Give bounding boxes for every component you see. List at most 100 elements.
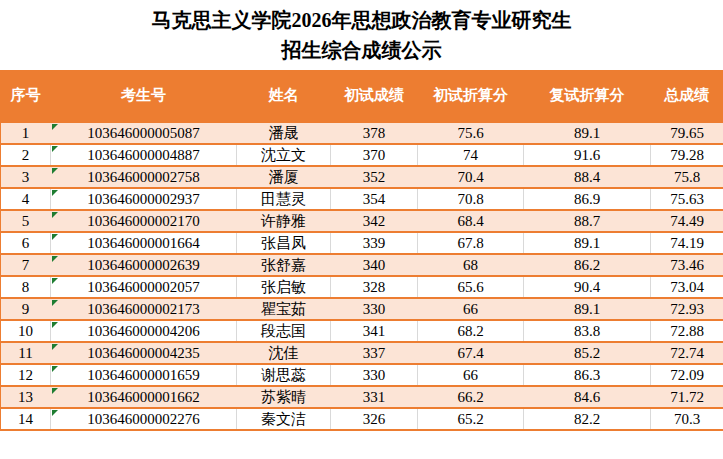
cell-name: 沈立文 (237, 144, 331, 166)
cell-retest-converted: 86.3 (524, 364, 651, 386)
cell-initial-score: 341 (331, 320, 418, 342)
cell-index: 12 (1, 364, 51, 386)
cell-index: 13 (1, 386, 51, 408)
cell-total-score: 72.09 (651, 364, 723, 386)
cell-candidate-no: 103646000001664 (51, 232, 237, 254)
table-row: 9 103646000002173 瞿宝茹 330 66 89.1 72.93 (1, 298, 723, 320)
cell-index: 7 (1, 254, 51, 276)
table-row: 1 103646000005087 潘晟 378 75.6 89.1 79.65 (1, 122, 723, 144)
cell-name: 苏紫晴 (237, 386, 331, 408)
cell-name: 瞿宝茹 (237, 298, 331, 320)
green-triangle-icon (52, 388, 58, 394)
cell-retest-converted: 91.6 (524, 144, 651, 166)
green-triangle-icon (52, 256, 58, 262)
cell-index: 1 (1, 122, 51, 144)
table-row: 2 103646000004887 沈立文 370 74 91.6 79.28 (1, 144, 723, 166)
cell-initial-score: 337 (331, 342, 418, 364)
col-header-initial-score: 初试成绩 (331, 70, 418, 122)
cell-index: 4 (1, 188, 51, 210)
candidate-no-value: 103646000002276 (87, 411, 200, 427)
cell-name: 段志国 (237, 320, 331, 342)
candidate-no-value: 103646000001662 (87, 389, 200, 405)
cell-initial-converted: 74 (418, 144, 524, 166)
col-header-name: 姓名 (237, 70, 331, 122)
cell-initial-score: 328 (331, 276, 418, 298)
cell-initial-converted: 70.8 (418, 188, 524, 210)
cell-name: 张舒嘉 (237, 254, 331, 276)
cell-name: 潘晟 (237, 122, 331, 144)
table-row: 12 103646000001659 谢思蕊 330 66 86.3 72.09 (1, 364, 723, 386)
cell-initial-converted: 65.2 (418, 408, 524, 430)
cell-index: 9 (1, 298, 51, 320)
green-triangle-icon (52, 366, 58, 372)
cell-index: 14 (1, 408, 51, 430)
cell-total-score: 72.88 (651, 320, 723, 342)
candidate-no-value: 103646000005087 (87, 125, 200, 141)
table-row: 4 103646000002937 田慧灵 354 70.8 86.9 75.6… (1, 188, 723, 210)
cell-total-score: 79.28 (651, 144, 723, 166)
green-triangle-icon (52, 190, 58, 196)
cell-total-score: 71.72 (651, 386, 723, 408)
cell-candidate-no: 103646000002758 (51, 166, 237, 188)
cell-name: 张启敏 (237, 276, 331, 298)
cell-candidate-no: 103646000005087 (51, 122, 237, 144)
score-table: 序号 考生号 姓名 初试成绩 初试折算分 复试折算分 总成绩 1 1036460… (0, 70, 723, 431)
cell-total-score: 72.74 (651, 342, 723, 364)
candidate-no-value: 103646000002057 (87, 279, 200, 295)
cell-retest-converted: 82.2 (524, 408, 651, 430)
cell-initial-score: 330 (331, 364, 418, 386)
cell-candidate-no: 103646000002057 (51, 276, 237, 298)
cell-retest-converted: 85.2 (524, 342, 651, 364)
table-row: 13 103646000001662 苏紫晴 331 66.2 84.6 71.… (1, 386, 723, 408)
cell-index: 10 (1, 320, 51, 342)
candidate-no-value: 103646000001664 (87, 235, 200, 251)
cell-initial-converted: 65.6 (418, 276, 524, 298)
candidate-no-value: 103646000002639 (87, 257, 200, 273)
cell-initial-score: 331 (331, 386, 418, 408)
col-header-candidate-no: 考生号 (51, 70, 237, 122)
cell-total-score: 75.8 (651, 166, 723, 188)
cell-index: 6 (1, 232, 51, 254)
cell-retest-converted: 86.9 (524, 188, 651, 210)
cell-total-score: 70.3 (651, 408, 723, 430)
cell-candidate-no: 103646000001659 (51, 364, 237, 386)
cell-initial-score: 342 (331, 210, 418, 232)
cell-candidate-no: 103646000002170 (51, 210, 237, 232)
cell-initial-converted: 68 (418, 254, 524, 276)
cell-total-score: 75.63 (651, 188, 723, 210)
candidate-no-value: 103646000002173 (87, 301, 200, 317)
cell-initial-converted: 66.2 (418, 386, 524, 408)
cell-name: 田慧灵 (237, 188, 331, 210)
cell-name: 许静雅 (237, 210, 331, 232)
cell-candidate-no: 103646000004206 (51, 320, 237, 342)
table-row: 6 103646000001664 张昌凤 339 67.8 89.1 74.1… (1, 232, 723, 254)
cell-index: 8 (1, 276, 51, 298)
green-triangle-icon (52, 124, 58, 130)
title-line-2: 招生综合成绩公示 (282, 35, 442, 65)
cell-initial-score: 352 (331, 166, 418, 188)
cell-candidate-no: 103646000002937 (51, 188, 237, 210)
green-triangle-icon (52, 322, 58, 328)
cell-total-score: 73.46 (651, 254, 723, 276)
candidate-no-value: 103646000004206 (87, 323, 200, 339)
cell-initial-score: 330 (331, 298, 418, 320)
candidate-no-value: 103646000002758 (87, 169, 200, 185)
candidate-no-value: 103646000001659 (87, 367, 200, 383)
table-row: 7 103646000002639 张舒嘉 340 68 86.2 73.46 (1, 254, 723, 276)
cell-total-score: 74.49 (651, 210, 723, 232)
cell-total-score: 79.65 (651, 122, 723, 144)
cell-candidate-no: 103646000002639 (51, 254, 237, 276)
title-line-1: 马克思主义学院2026年思想政治教育专业研究生 (152, 5, 572, 35)
table-row: 10 103646000004206 段志国 341 68.2 83.8 72.… (1, 320, 723, 342)
cell-name: 张昌凤 (237, 232, 331, 254)
cell-candidate-no: 103646000004887 (51, 144, 237, 166)
green-triangle-icon (52, 278, 58, 284)
col-header-total-score: 总成绩 (651, 70, 723, 122)
cell-retest-converted: 89.1 (524, 298, 651, 320)
cell-candidate-no: 103646000004235 (51, 342, 237, 364)
col-header-initial-converted: 初试折算分 (418, 70, 524, 122)
candidate-no-value: 103646000002170 (87, 213, 200, 229)
cell-candidate-no: 103646000002276 (51, 408, 237, 430)
cell-initial-score: 370 (331, 144, 418, 166)
cell-retest-converted: 89.1 (524, 122, 651, 144)
